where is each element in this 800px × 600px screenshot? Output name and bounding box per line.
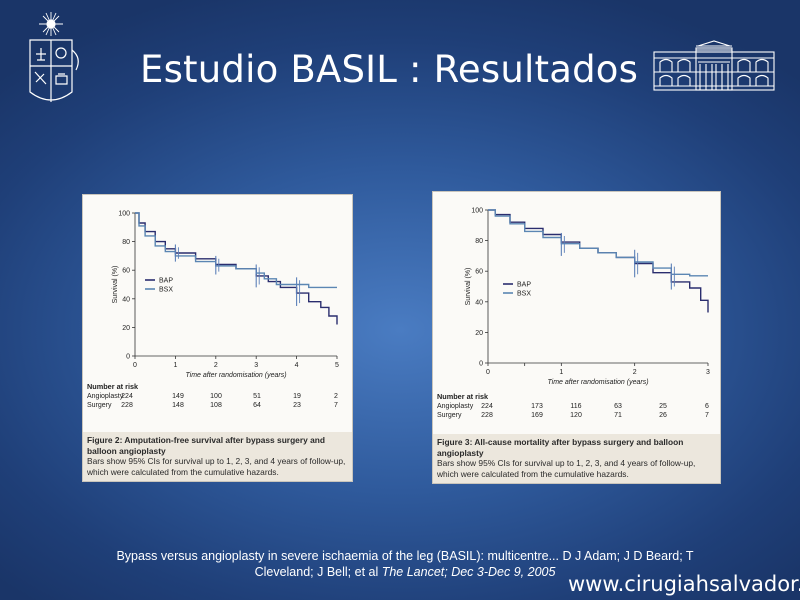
- figure-caption: Figure 2: Amputation-free survival after…: [83, 432, 352, 481]
- y-tick-label: 80: [122, 239, 130, 246]
- risk-cell: 6: [705, 403, 709, 410]
- x-axis-label: Time after randomisation (years): [185, 372, 286, 379]
- y-tick-label: 0: [126, 354, 130, 361]
- y-tick-label: 80: [475, 238, 483, 245]
- risk-cell: 51: [253, 393, 261, 400]
- legend-label-bsx: BSX: [517, 291, 531, 298]
- risk-table-header: Number at risk: [437, 392, 489, 401]
- risk-cell: 100: [210, 393, 222, 400]
- risk-cell: 169: [531, 412, 543, 419]
- risk-cell: 149: [172, 393, 184, 400]
- x-tick-label: 3: [254, 362, 258, 369]
- y-tick-label: 60: [475, 269, 483, 276]
- caption-body: Bars show 95% CIs for survival up to 1, …: [437, 458, 696, 479]
- series-line-bsx: [488, 209, 708, 277]
- y-tick-label: 100: [118, 211, 130, 218]
- chart-all-cause-mortality: 0 20 40 60 80 100 0 1 2 3 Time after randomisation…: [437, 208, 710, 420]
- y-tick-label: 20: [475, 330, 483, 337]
- risk-table-header: Number at risk: [87, 382, 139, 391]
- legend-label-bap: BAP: [517, 282, 531, 289]
- risk-cell: 173: [531, 403, 543, 410]
- hospital-building-logo: [652, 40, 776, 99]
- x-axis-label: Time after randomisation (years): [547, 379, 648, 386]
- caption-title: Figure 3: All-cause mortality after bypa…: [437, 437, 684, 458]
- risk-cell: 64: [253, 402, 261, 409]
- chart-panel-all-cause-mortality: 0 20 40 60 80 100 0 1 2 3 Time after randomisation…: [432, 191, 721, 484]
- risk-cell: 120: [570, 412, 582, 419]
- university-crest-logo: [24, 10, 88, 115]
- caption-body: Bars show 95% CIs for survival up to 1, …: [87, 456, 346, 477]
- x-tick-label: 5: [335, 362, 339, 369]
- series-line-bsx: [135, 212, 337, 289]
- risk-row-label: Surgery: [87, 402, 112, 409]
- x-tick-label: 2: [214, 362, 218, 369]
- y-tick-label: 0: [479, 361, 483, 368]
- x-tick-label: 1: [559, 369, 563, 376]
- y-tick-label: 60: [122, 268, 130, 275]
- legend-label-bap: BAP: [159, 278, 173, 285]
- risk-cell: 63: [614, 403, 622, 410]
- y-axis-label: Survival (%): [465, 268, 472, 306]
- x-tick-label: 3: [706, 369, 710, 376]
- risk-cell: 25: [659, 403, 667, 410]
- citation: Bypass versus angioplasty in severe isch…: [60, 548, 750, 580]
- risk-cell: 71: [614, 412, 622, 419]
- risk-cell: 228: [121, 402, 133, 409]
- caption-title: Figure 2: Amputation-free survival after…: [87, 435, 325, 456]
- chart-panel-amputation-free-survival: 0 20 40 60 80 100 0 1 2 3 4 5 Time after randomisati…: [82, 194, 353, 482]
- x-tick-label: 0: [486, 369, 490, 376]
- citation-line-1: Bypass versus angioplasty in severe isch…: [116, 549, 694, 563]
- risk-cell: 108: [210, 402, 222, 409]
- citation-authors: Cleveland; J Bell; et al: [254, 565, 382, 579]
- figure-caption: Figure 3: All-cause mortality after bypa…: [433, 434, 720, 483]
- y-tick-label: 40: [475, 299, 483, 306]
- x-tick-label: 4: [295, 362, 299, 369]
- x-tick-label: 0: [133, 362, 137, 369]
- y-axis-label: Survival (%): [112, 266, 119, 304]
- citation-journal: The Lancet; Dec 3-Dec 9, 2005: [381, 565, 556, 579]
- risk-cell: 19: [293, 393, 301, 400]
- risk-cell: 26: [659, 412, 667, 419]
- risk-row-label: Surgery: [437, 412, 462, 419]
- y-tick-label: 100: [471, 208, 483, 215]
- y-tick-label: 40: [122, 296, 130, 303]
- x-tick-label: 2: [633, 369, 637, 376]
- y-tick-label: 20: [122, 325, 130, 332]
- risk-cell: 228: [481, 412, 493, 419]
- risk-row-label: Angioplasty: [87, 393, 124, 400]
- slide-title: Estudio BASIL : Resultados: [140, 48, 639, 91]
- risk-cell: 116: [570, 403, 581, 410]
- legend-label-bsx: BSX: [159, 287, 173, 294]
- risk-cell: 148: [172, 402, 184, 409]
- risk-cell: 7: [705, 412, 709, 419]
- risk-cell: 224: [481, 403, 493, 410]
- risk-cell: 2: [334, 393, 338, 400]
- risk-cell: 23: [293, 402, 301, 409]
- website-url: www.cirugiahsalvador.cl: [568, 572, 800, 596]
- x-tick-label: 1: [173, 362, 177, 369]
- risk-row-label: Angioplasty: [437, 403, 474, 410]
- risk-cell: 7: [334, 402, 338, 409]
- risk-cell: 224: [121, 393, 133, 400]
